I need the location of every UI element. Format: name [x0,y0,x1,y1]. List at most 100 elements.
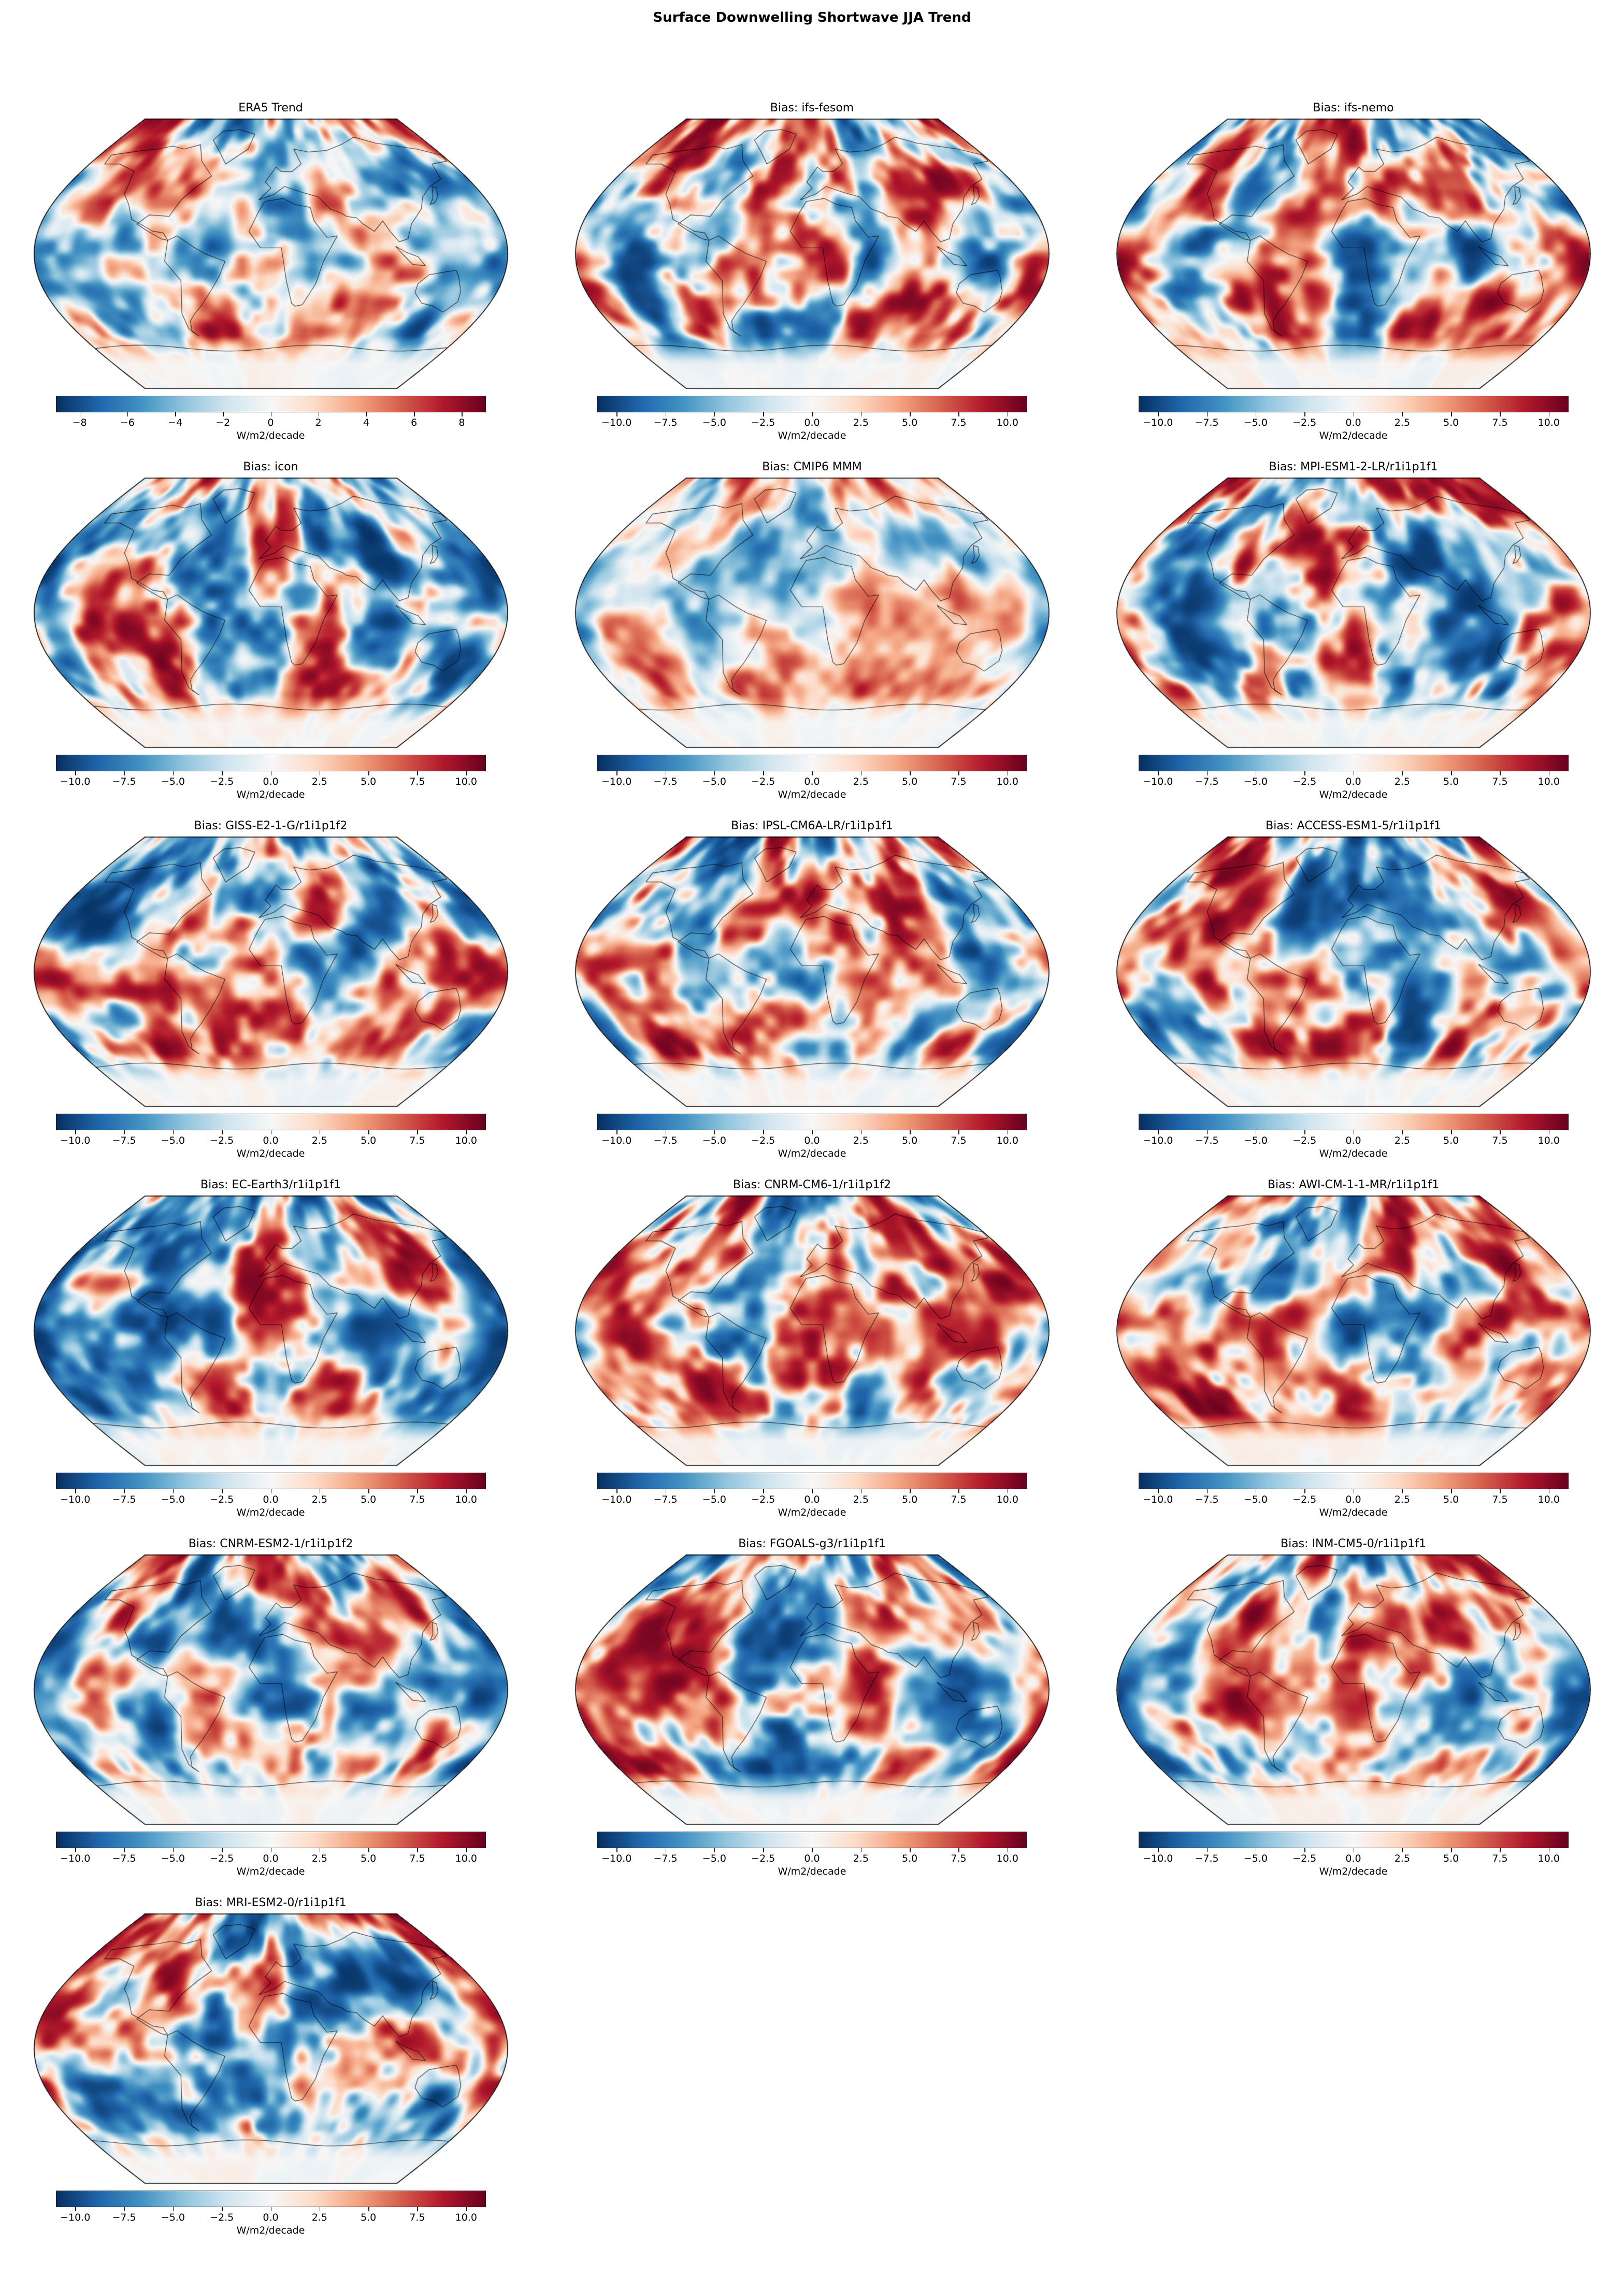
colorbar-gradient [597,1832,1027,1848]
colorbar: −10.0 −7.5 −5.0 −2.5 0.0 2.5 5.0 7.5 10.0 W/m2/d… [55,1114,486,1160]
colorbar-tick-mark [124,1489,125,1493]
colorbar-tick-label: −7.5 [653,1135,678,1146]
colorbar-ticks: −10.0 −7.5 −5.0 −2.5 0.0 2.5 5.0 7.5 10.0 [597,412,1027,430]
colorbar-ticks: −10.0 −7.5 −5.0 −2.5 0.0 2.5 5.0 7.5 10.0 [56,771,486,789]
colorbar-tick-mark [1158,412,1159,416]
colorbar-ticks: −10.0 −7.5 −5.0 −2.5 0.0 2.5 5.0 7.5 10.0 [597,1130,1027,1148]
colorbar-tick-label: −7.5 [112,2212,136,2223]
colorbar-tick-label: −7.5 [653,1853,678,1864]
colorbar-tick-label: −5.0 [161,1494,185,1505]
colorbar-tick-label: −7.5 [1195,776,1219,787]
colorbar-tick-label: −5.0 [702,1853,726,1864]
colorbar-tick-mark [75,1489,76,1493]
world-map-canvas [1115,118,1592,391]
colorbar-ticks: −10.0 −7.5 −5.0 −2.5 0.0 2.5 5.0 7.5 10.0 [1139,1130,1569,1148]
world-map-canvas [32,477,509,750]
map-panel: Bias: MPI-ESM1-2-LR/r1i1p1f1 −10.0 −7.5 −5… [1083,459,1624,801]
colorbar-tick-label: 0.0 [1345,417,1361,428]
colorbar-tick-mark [222,1130,223,1134]
colorbar-tick-label: −10.0 [1143,1853,1173,1864]
colorbar-tick-mark [1255,1489,1257,1493]
colorbar-tick-mark [319,1130,321,1134]
colorbar-tick-label: −5.0 [702,417,726,428]
colorbar-ticks: −10.0 −7.5 −5.0 −2.5 0.0 2.5 5.0 7.5 10.0 [56,1848,486,1866]
colorbar-tick-mark [860,1489,862,1493]
colorbar-tick-mark [910,1489,911,1493]
colorbar-tick-label: −7.5 [1195,1135,1219,1146]
colorbar-tick-label: 2.5 [311,1135,327,1146]
colorbar-tick-mark [665,1848,667,1852]
colorbar-tick-label: 10.0 [996,1135,1018,1146]
colorbar-tick-mark [1402,1848,1403,1852]
panel-title: Bias: INM-CM5-0/r1i1p1f1 [1281,1537,1426,1550]
colorbar-gradient [1138,1473,1569,1489]
colorbar-tick-mark [368,1130,369,1134]
colorbar-tick-mark [319,771,321,775]
colorbar-tick-mark [1402,771,1403,775]
colorbar-tick-mark [763,771,764,775]
colorbar-unit-label: W/m2/decade [778,430,846,441]
colorbar-tick-mark [173,1848,174,1852]
colorbar-ticks: −10.0 −7.5 −5.0 −2.5 0.0 2.5 5.0 7.5 10.0 [1139,1489,1569,1507]
panel-title: Bias: AWI-CM-1-1-MR/r1i1p1f1 [1267,1178,1440,1191]
world-map-canvas [1115,477,1592,750]
colorbar-tick-label: −2.5 [210,2212,234,2223]
colorbar-gradient [1138,1832,1569,1848]
colorbar-tick-label: −10.0 [1143,1494,1173,1505]
world-map [573,1194,1051,1467]
colorbar-tick-mark [466,1130,467,1134]
world-map [32,1194,509,1467]
colorbar-tick-label: −2.5 [751,1135,775,1146]
colorbar-gradient [1138,396,1569,412]
colorbar-tick-mark [1158,1489,1159,1493]
map-panel: Bias: ifs-nemo −10.0 −7.5 −5.0 −2.5 0.0 2.5 5.… [1083,100,1624,442]
colorbar-tick-mark [1304,771,1305,775]
colorbar-tick-label: −2.5 [210,1494,234,1505]
colorbar-tick-mark [1451,1130,1452,1134]
colorbar: −10.0 −7.5 −5.0 −2.5 0.0 2.5 5.0 7.5 10.0 W/m2/d… [1138,1473,1569,1519]
colorbar-tick-mark [616,1130,617,1134]
colorbar-ticks: −10.0 −7.5 −5.0 −2.5 0.0 2.5 5.0 7.5 10.0 [56,1489,486,1507]
colorbar-tick-label: 5.0 [1443,776,1459,787]
colorbar-tick-mark [1206,771,1208,775]
world-map [1115,1553,1592,1826]
colorbar-unit-label: W/m2/decade [778,1866,846,1877]
colorbar-tick-mark [368,1489,369,1493]
colorbar-tick-label: 10.0 [455,2212,477,2223]
map-panel: Bias: CNRM-ESM2-1/r1i1p1f2 −10.0 −7.5 −5.0… [0,1536,541,1878]
colorbar-tick-label: 2.5 [853,1135,869,1146]
colorbar-tick-label: −10.0 [1143,776,1173,787]
world-map [1115,836,1592,1108]
colorbar-tick-mark [1500,1130,1501,1134]
colorbar-tick-mark [124,1130,125,1134]
colorbar-tick-mark [958,1130,959,1134]
panel-title: Bias: ifs-fesom [770,102,854,114]
colorbar-tick-mark [714,771,715,775]
colorbar-unit-label: W/m2/decade [1319,1148,1388,1159]
colorbar-ticks: −10.0 −7.5 −5.0 −2.5 0.0 2.5 5.0 7.5 10.0 [1139,1848,1569,1866]
world-map [32,836,509,1108]
colorbar-tick-mark [714,1130,715,1134]
colorbar: −10.0 −7.5 −5.0 −2.5 0.0 2.5 5.0 7.5 10.0 W/m2/d… [1138,396,1569,442]
panel-title: Bias: CNRM-ESM2-1/r1i1p1f2 [188,1537,353,1550]
colorbar-tick-mark [1402,1130,1403,1134]
colorbar-tick-label: −10.0 [601,776,632,787]
colorbar-tick-mark [616,412,617,416]
colorbar-tick-mark [173,771,174,775]
colorbar-tick-label: −2.5 [1292,417,1317,428]
colorbar-tick-mark [1548,1848,1550,1852]
world-map-canvas [573,118,1051,391]
colorbar-tick-mark [223,412,224,416]
colorbar-tick-label: −5.0 [161,1853,185,1864]
colorbar: −10.0 −7.5 −5.0 −2.5 0.0 2.5 5.0 7.5 10.0 W/m2/d… [597,1832,1027,1878]
colorbar-tick-label: 5.0 [361,2212,377,2223]
panel-title: Bias: FGOALS-g3/r1i1p1f1 [738,1537,886,1550]
colorbar-tick-label: 2.5 [853,1853,869,1864]
colorbar-tick-label: −7.5 [653,776,678,787]
world-map [573,118,1051,391]
colorbar-tick-label: 0.0 [1345,1135,1361,1146]
colorbar-tick-label: −5.0 [1243,1494,1268,1505]
colorbar-tick-label: −5.0 [161,2212,185,2223]
colorbar-tick-mark [368,1848,369,1852]
colorbar-unit-label: W/m2/decade [778,1507,846,1518]
